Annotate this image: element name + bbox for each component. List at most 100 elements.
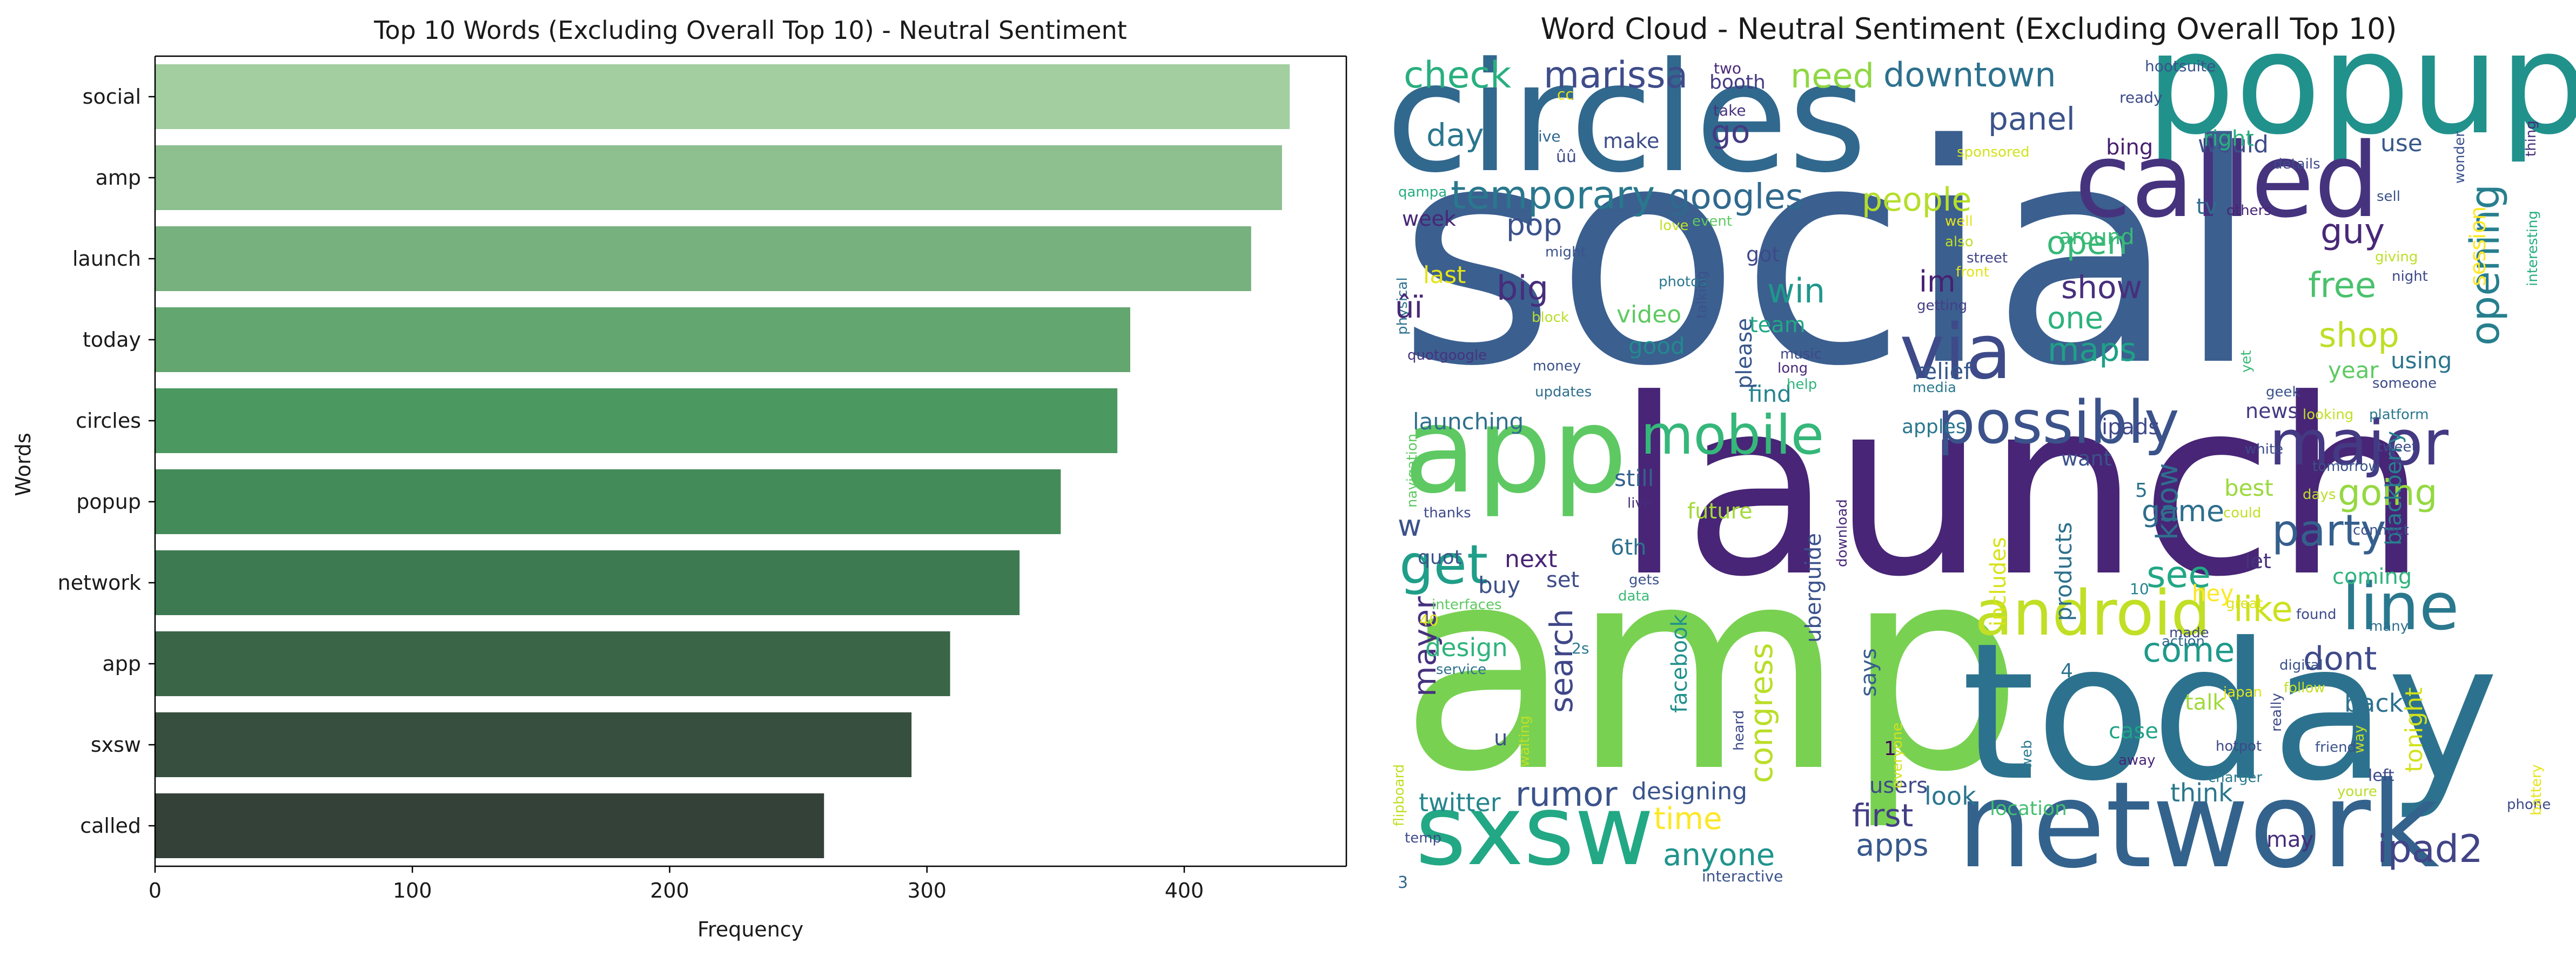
cloud-word: know: [2150, 463, 2184, 540]
bar-sxsw: [155, 712, 912, 777]
bar-chart-panel: Top 10 Words (Excluding Overall Top 10) …: [11, 16, 1347, 941]
cloud-word: really: [2269, 693, 2285, 732]
cloud-word: got: [1746, 242, 1780, 266]
y-tick-label: popup: [76, 490, 141, 514]
cloud-word: others: [2226, 203, 2271, 219]
cloud-word: bing: [2106, 135, 2153, 160]
cloud-word: hey: [2192, 580, 2233, 606]
cloud-word: 1: [1884, 738, 1896, 760]
cloud-word: web: [2019, 740, 2035, 769]
cloud-word: 6th: [1611, 535, 1646, 560]
cloud-word: look: [1924, 781, 1976, 811]
cloud-word: downtown: [1883, 55, 2056, 95]
bar-chart: Top 10 Words (Excluding Overall Top 10) …: [11, 16, 1347, 941]
cloud-word: connect: [2353, 522, 2409, 538]
cloud-word: includes: [1986, 537, 2011, 626]
cloud-word: w: [1398, 509, 1421, 543]
cloud-word: go: [1711, 113, 1750, 150]
cloud-word: giving: [2375, 249, 2418, 265]
cloud-word: navigation: [1404, 434, 1420, 508]
cloud-word: night: [2392, 268, 2428, 285]
cloud-word: game: [2142, 494, 2224, 528]
cloud-word: set: [1546, 568, 1579, 592]
cloud-word: one: [2047, 301, 2103, 336]
cloud-word: today: [1961, 602, 2499, 823]
cloud-word: rumor: [1515, 774, 1618, 814]
cloud-word: u: [1494, 726, 1507, 751]
cloud-word: sponsored: [1957, 144, 2030, 160]
x-axis-label: Frequency: [697, 918, 803, 941]
cloud-word: heard: [1731, 710, 1747, 751]
cloud-word: event: [1692, 213, 1732, 230]
cloud-word: dont: [2303, 640, 2377, 678]
cloud-word: 4: [2061, 660, 2073, 682]
cloud-word: ûû: [1556, 147, 1577, 166]
cloud-word: data: [1618, 588, 1650, 604]
cloud-word: 40: [1419, 611, 1439, 629]
cloud-word: apps: [1856, 828, 1929, 863]
y-tick-label: network: [58, 571, 141, 595]
cloud-word: see: [2146, 554, 2211, 596]
y-tick-label: sxsw: [91, 733, 141, 757]
y-tick-label: app: [102, 652, 141, 676]
cloud-word: everyone: [1889, 723, 1906, 788]
cloud-word: 5: [2135, 480, 2148, 502]
cloud-word: may: [2266, 827, 2313, 852]
cloud-word: download: [1834, 499, 1850, 567]
cloud-word: block: [1532, 309, 1569, 326]
cloud-word: tweet: [2377, 439, 2417, 455]
cloud-word: right: [2203, 126, 2254, 151]
cloud-word: called: [2075, 121, 2379, 240]
cloud-word: hootsuite: [2145, 57, 2216, 75]
cloud-word: going: [2338, 472, 2437, 514]
cloud-word: follow: [2284, 680, 2325, 696]
cloud-word: also: [1945, 234, 1974, 250]
cloud-word: away: [2118, 752, 2156, 769]
cloud-word: mobile: [1641, 403, 1824, 467]
cloud-word: launching: [1413, 408, 1524, 435]
cloud-word: blackberry: [2382, 431, 2406, 545]
cloud-word: win: [1767, 271, 1825, 311]
cloud-word: geek: [2266, 384, 2300, 400]
cloud-word: found: [2296, 606, 2337, 623]
cloud-word: maps: [2048, 331, 2137, 369]
cloud-word: come: [2143, 630, 2235, 670]
cloud-word: charger: [2208, 770, 2262, 786]
cloud-word: future: [1687, 499, 1753, 524]
cloud-word: booth: [1709, 71, 1766, 93]
cloud-word: photos: [1659, 274, 1707, 290]
cloud-word: many: [2369, 618, 2409, 635]
cloud-word: show: [2061, 269, 2142, 306]
cloud-word: anyone: [1663, 838, 1775, 873]
cloud-word: people: [1862, 181, 1971, 219]
word-cloud-title: Word Cloud - Neutral Sentiment (Excludin…: [1540, 12, 2397, 46]
cloud-word: want: [2061, 447, 2111, 470]
y-tick-label: today: [83, 328, 141, 352]
cloud-word: friends: [2315, 739, 2364, 756]
cloud-word: details: [2273, 156, 2320, 172]
cloud-word: made: [2169, 625, 2209, 641]
cloud-word: thanks: [1424, 505, 1471, 521]
cloud-word: could: [2223, 505, 2261, 521]
cloud-word: facebook: [1667, 614, 1692, 713]
cloud-word: white: [2245, 441, 2283, 457]
cloud-word: sxsw: [1416, 774, 1654, 887]
x-tick-label: 0: [149, 879, 162, 902]
y-tick-label: social: [83, 85, 141, 109]
cloud-word: service: [1436, 662, 1486, 678]
cloud-word: still: [1614, 465, 1654, 491]
cloud-word: shop: [2319, 315, 2399, 355]
cloud-word: products: [2050, 522, 2077, 621]
cloud-word: please: [1732, 318, 1757, 389]
cloud-word: googles: [1668, 177, 1803, 217]
cloud-word: let: [2245, 549, 2271, 573]
cloud-word: platform: [2369, 407, 2429, 423]
cloud-word: updates: [1535, 384, 1592, 400]
bar-circles: [155, 388, 1118, 453]
bar-launch: [155, 226, 1251, 291]
cloud-word: get: [1399, 533, 1488, 596]
cloud-word: year: [2328, 357, 2379, 383]
cloud-word: im: [1919, 265, 1956, 299]
cloud-word: last: [1423, 261, 1466, 289]
cloud-word: looking: [2303, 407, 2353, 423]
